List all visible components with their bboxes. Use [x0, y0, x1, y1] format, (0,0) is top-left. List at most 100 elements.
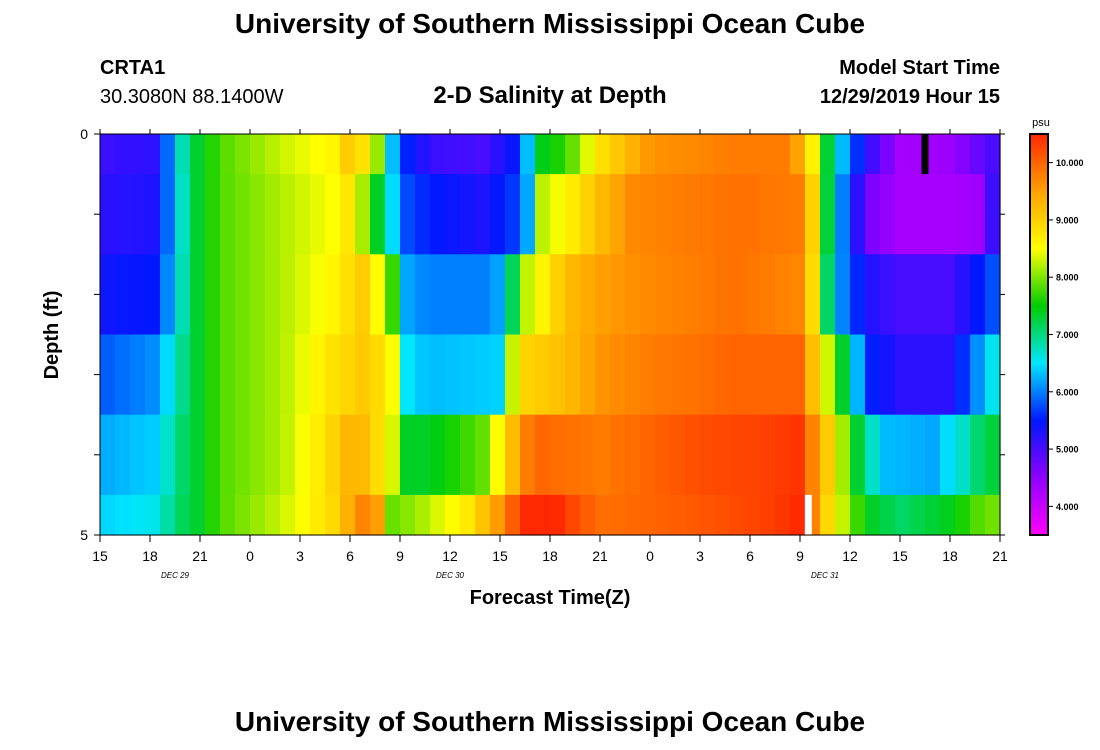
heatmap-cell	[235, 174, 251, 255]
heatmap-cell	[160, 174, 176, 255]
heatmap-cell	[790, 494, 806, 536]
heatmap-cell	[670, 494, 686, 536]
heatmap-cell	[580, 174, 596, 255]
x-tick-label: 0	[246, 548, 254, 564]
heatmap-cell	[415, 334, 431, 416]
heatmap-cell	[745, 494, 761, 536]
heatmap-cell	[775, 414, 791, 496]
heatmap-cell	[190, 414, 206, 496]
heatmap-cell	[280, 174, 296, 255]
heatmap-cell	[970, 134, 986, 175]
heatmap-cell	[610, 414, 626, 496]
heatmap-cell	[805, 414, 821, 496]
heatmap-cell	[730, 174, 746, 255]
heatmap-cell	[625, 334, 641, 416]
heatmap-cell	[460, 414, 476, 496]
x-tick-label: 15	[92, 548, 108, 564]
heatmap-marker	[804, 494, 812, 535]
heatmap-cell	[145, 334, 161, 416]
heatmap-cell	[985, 414, 1001, 496]
heatmap-cell	[520, 334, 536, 416]
heatmap-cell	[175, 254, 191, 336]
heatmap-cell	[715, 134, 731, 175]
heatmap-cell	[445, 254, 461, 336]
heatmap-cell	[190, 134, 206, 175]
heatmap-cell	[685, 254, 701, 336]
heatmap-cell	[175, 414, 191, 496]
heatmap-cell	[385, 174, 401, 255]
heatmap-cell	[220, 254, 236, 336]
heatmap-cell	[280, 254, 296, 336]
heatmap-cell	[745, 414, 761, 496]
heatmap-cell	[100, 254, 116, 336]
heatmap-cell	[115, 494, 131, 536]
heatmap-cell	[100, 494, 116, 536]
heatmap-cell	[160, 414, 176, 496]
heatmap-cell	[955, 134, 971, 175]
heatmap-cell	[370, 254, 386, 336]
heatmap-cell	[460, 254, 476, 336]
heatmap-cell	[880, 254, 896, 336]
heatmap-cell	[910, 494, 926, 536]
heatmap-cell	[445, 134, 461, 175]
heatmap-cell	[865, 254, 881, 336]
heatmap-cell	[985, 174, 1001, 255]
heatmap-cell	[865, 134, 881, 175]
heatmap-cell	[580, 414, 596, 496]
heatmap-cell	[400, 134, 416, 175]
heatmap-cell	[505, 494, 521, 536]
heatmap-cell	[820, 134, 836, 175]
date-label: DEC 30	[436, 571, 465, 580]
heatmap-cell	[325, 254, 341, 336]
x-axis-label: Forecast Time(Z)	[470, 587, 631, 609]
heatmap-cell	[145, 494, 161, 536]
heatmap-cell	[595, 494, 611, 536]
heatmap-cell	[925, 134, 941, 175]
colorbar-tick-label: 9.000	[1056, 215, 1079, 225]
heatmap-cell	[670, 414, 686, 496]
heatmap-cell	[475, 494, 491, 536]
heatmap-cell	[415, 254, 431, 336]
heatmap-cell	[370, 134, 386, 175]
heatmap-cell	[520, 254, 536, 336]
heatmap-cell	[535, 494, 551, 536]
heatmap-cell	[595, 414, 611, 496]
heatmap-cell	[205, 334, 221, 416]
heatmap-cell	[520, 494, 536, 536]
page-title: University of Southern Mississippi Ocean…	[234, 8, 866, 39]
heatmap-cell	[880, 134, 896, 175]
heatmap-cell	[940, 254, 956, 336]
heatmap-cell	[145, 414, 161, 496]
heatmap-cell	[220, 134, 236, 175]
chart-subtitle: 2-D Salinity at Depth	[433, 82, 667, 109]
heatmap-cell	[175, 174, 191, 255]
heatmap-cell	[175, 494, 191, 536]
heatmap-cell	[415, 494, 431, 536]
heatmap-cell	[280, 334, 296, 416]
heatmap-cell	[865, 174, 881, 255]
heatmap-cell	[250, 174, 266, 255]
heatmap-cell	[745, 334, 761, 416]
heatmap-cell	[160, 254, 176, 336]
heatmap-cell	[685, 334, 701, 416]
heatmap-cell	[910, 334, 926, 416]
heatmap-cell	[475, 134, 491, 175]
heatmap-cell	[565, 174, 581, 255]
heatmap-cell	[505, 254, 521, 336]
heatmap-cell	[655, 254, 671, 336]
heatmap-cell	[370, 494, 386, 536]
heatmap-cell	[595, 334, 611, 416]
heatmap-cell	[970, 334, 986, 416]
heatmap-cell	[445, 494, 461, 536]
heatmap-cell	[760, 174, 776, 255]
heatmap-marker	[921, 134, 929, 175]
heatmap-cell	[490, 494, 506, 536]
heatmap-cell	[295, 414, 311, 496]
heatmap-cell	[115, 254, 131, 336]
heatmap-cell	[655, 334, 671, 416]
heatmap-cell	[250, 414, 266, 496]
heatmap-cell	[640, 334, 656, 416]
heatmap-cell	[145, 134, 161, 175]
x-tick-label: 12	[842, 548, 858, 564]
x-tick-label: 6	[346, 548, 354, 564]
